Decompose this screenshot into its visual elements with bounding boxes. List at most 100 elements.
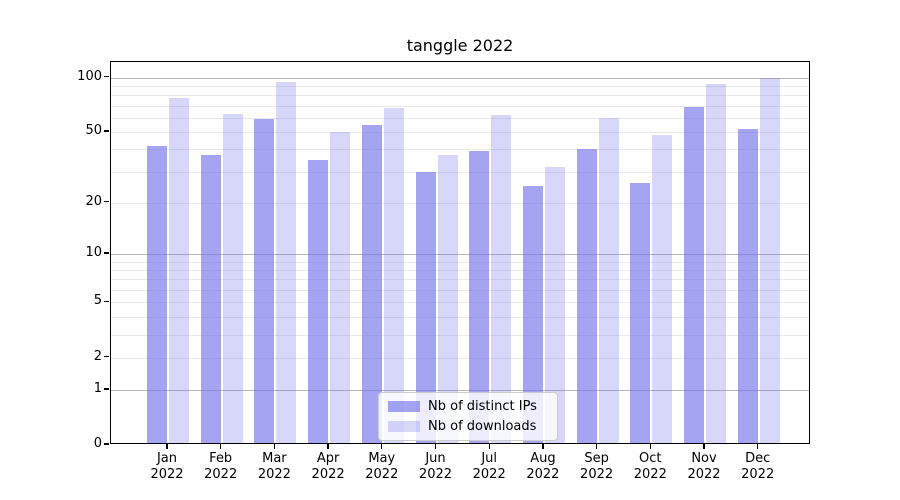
x-tick-year: 2022 — [580, 467, 614, 482]
x-tick-mark-feb — [220, 444, 222, 449]
x-tick-mark-mar — [273, 444, 276, 449]
bar-downloads-oct — [652, 135, 673, 443]
x-tick-mark-sep — [595, 444, 598, 449]
x-tick-mark-dec — [757, 444, 759, 449]
x-tick-label-nov: Nov 2022 — [677, 451, 731, 483]
x-tick-year: 2022 — [633, 467, 667, 482]
bar-downloads-dec — [759, 77, 780, 443]
y-tick-label-2: 2 — [93, 348, 102, 364]
x-tick-month: Sep — [584, 451, 609, 466]
y-tick-label-5: 5 — [93, 293, 102, 309]
x-tick-year: 2022 — [472, 467, 506, 482]
bar-downloads-jun — [437, 155, 458, 443]
x-tick-year: 2022 — [741, 467, 775, 482]
x-tick-month: Nov — [691, 451, 717, 466]
gridline-minor-70 — [111, 105, 809, 107]
x-tick-month: Jul — [481, 451, 498, 466]
bar-downloads-aug — [544, 166, 565, 443]
x-tick-mark-apr — [327, 444, 329, 449]
legend-label-downloads: Nb of downloads — [428, 419, 537, 434]
y-tick-mark-0 — [104, 443, 109, 445]
bar-distinct-ips-jul — [469, 151, 490, 443]
chart-title: tanggle 2022 — [406, 36, 514, 55]
x-tick-mark-may — [381, 444, 383, 449]
gridline-minor-5 — [111, 302, 809, 304]
x-tick-label-may: May 2022 — [355, 451, 409, 483]
y-tick-mark-50 — [104, 130, 109, 132]
y-tick-mark-10 — [104, 252, 109, 254]
gridline-minor-6 — [111, 290, 809, 292]
x-tick-mark-jan — [166, 444, 168, 449]
bar-downloads-jan — [169, 98, 189, 443]
x-tick-month: Mar — [262, 451, 287, 466]
y-tick-mark-2 — [104, 355, 109, 358]
gridline-minor-60 — [111, 117, 809, 119]
x-tick-label-aug: Aug 2022 — [516, 451, 570, 483]
gridline-major-10 — [111, 254, 809, 256]
legend-label-distinct-ips: Nb of distinct IPs — [428, 399, 537, 414]
x-tick-month: Oct — [639, 451, 662, 466]
bar-downloads-nov — [706, 84, 726, 443]
legend-entry-downloads: Nb of downloads — [388, 419, 548, 434]
x-tick-mark-nov — [703, 444, 705, 449]
y-tick-label-1: 1 — [93, 380, 102, 396]
bar-distinct-ips-jun — [415, 171, 436, 443]
x-tick-month: Dec — [745, 451, 771, 466]
x-tick-month: Feb — [209, 451, 233, 466]
x-tick-month: May — [368, 451, 396, 466]
bar-downloads-apr — [330, 132, 351, 443]
bar-distinct-ips-apr — [308, 159, 329, 443]
bar-distinct-ips-may — [361, 124, 382, 443]
x-tick-mark-aug — [542, 444, 544, 449]
gridline-minor-20 — [111, 202, 809, 204]
bar-downloads-jul — [491, 115, 512, 443]
x-tick-year: 2022 — [687, 467, 721, 482]
x-tick-mark-jul — [488, 444, 490, 449]
plot-area — [110, 61, 810, 444]
y-tick-label-100: 100 — [77, 68, 102, 84]
x-tick-label-oct: Oct 2022 — [623, 451, 677, 483]
gridline-minor-90 — [111, 85, 809, 87]
y-tick-mark-1 — [104, 388, 109, 390]
bar-distinct-ips-sep — [576, 149, 597, 443]
gridline-minor-30 — [111, 171, 809, 173]
gridline-minor-4 — [111, 316, 809, 318]
x-tick-year: 2022 — [257, 467, 291, 482]
gridline-minor-50 — [111, 132, 809, 134]
gridline-major-100 — [111, 77, 809, 79]
gridline-minor-8 — [111, 270, 809, 272]
x-tick-month: Aug — [530, 451, 556, 466]
y-tick-label-50: 50 — [85, 123, 102, 139]
x-tick-year: 2022 — [150, 467, 184, 482]
legend-entry-distinct-ips: Nb of distinct IPs — [388, 399, 548, 414]
gridline-minor-7 — [111, 279, 809, 281]
legend-swatch-distinct-ips — [388, 401, 420, 412]
x-tick-year: 2022 — [204, 467, 238, 482]
bar-distinct-ips-feb — [200, 155, 221, 443]
x-tick-label-jan: Jan 2022 — [140, 451, 194, 483]
gridline-minor-40 — [111, 149, 809, 151]
x-tick-year: 2022 — [526, 467, 560, 482]
bar-downloads-feb — [222, 113, 243, 443]
gridline-minor-3 — [111, 334, 809, 336]
x-tick-mark-jun — [434, 444, 437, 449]
legend-swatch-downloads — [388, 421, 420, 432]
x-tick-year: 2022 — [311, 467, 345, 482]
gridline-minor-2 — [111, 357, 809, 359]
x-tick-month: Jan — [156, 451, 178, 466]
x-tick-label-jul: Jul 2022 — [462, 451, 516, 483]
bar-downloads-mar — [276, 81, 297, 443]
bar-distinct-ips-oct — [630, 182, 651, 443]
y-tick-label-20: 20 — [85, 193, 102, 209]
x-tick-label-mar: Mar 2022 — [247, 451, 301, 483]
bar-distinct-ips-nov — [684, 106, 704, 443]
bar-downloads-sep — [598, 117, 619, 443]
x-tick-label-dec: Dec 2022 — [731, 451, 785, 483]
x-tick-year: 2022 — [365, 467, 399, 482]
gridline-minor-80 — [111, 95, 809, 97]
y-tick-mark-100 — [104, 75, 109, 78]
y-tick-label-10: 10 — [85, 245, 102, 261]
bar-distinct-ips-aug — [522, 185, 543, 443]
bar-distinct-ips-jan — [147, 145, 167, 443]
